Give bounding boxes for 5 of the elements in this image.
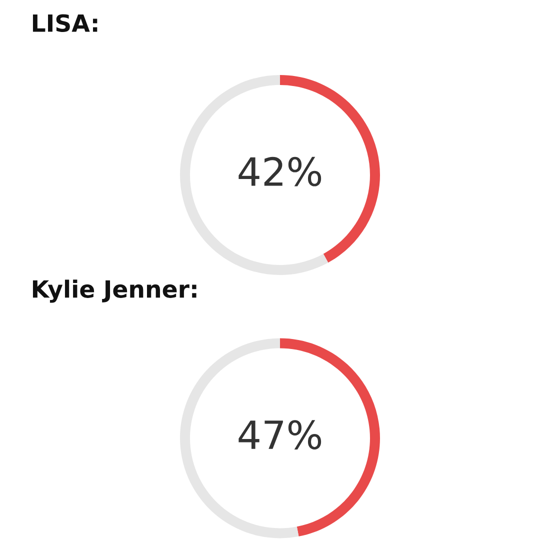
data-label: 47% [238,420,322,450]
chart-title: Kylie Jenner: [32,280,196,303]
chart-title: LISA: [32,14,98,32]
data-label: 42% [238,156,322,186]
donut-slice [180,75,328,275]
